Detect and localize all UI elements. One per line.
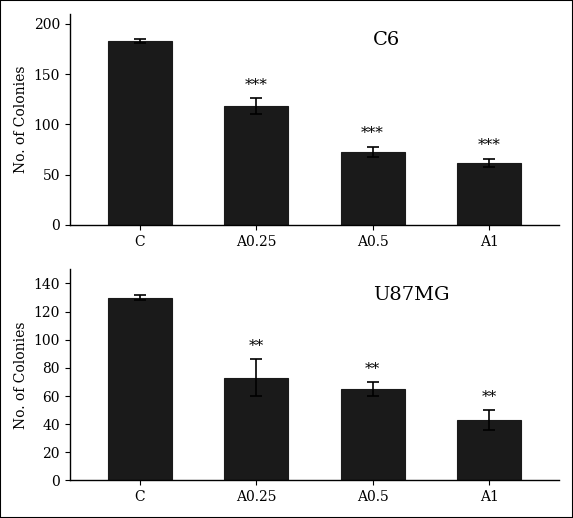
Bar (108, 297, 172, 480)
Bar (224, 106, 288, 225)
Text: **: ** (481, 390, 497, 404)
Text: ***: *** (361, 126, 384, 140)
Bar (457, 163, 521, 225)
Text: **: ** (365, 362, 380, 376)
Bar (340, 152, 405, 225)
Text: U87MG: U87MG (373, 286, 450, 304)
Bar (108, 41, 172, 225)
Y-axis label: No. of Colonies: No. of Colonies (14, 66, 28, 173)
Text: ***: *** (478, 138, 501, 152)
Text: ***: *** (245, 78, 268, 92)
Bar (457, 420, 521, 480)
Text: C6: C6 (373, 31, 401, 49)
Bar (340, 389, 405, 480)
Text: **: ** (249, 339, 264, 353)
Bar (224, 378, 288, 480)
Y-axis label: No. of Colonies: No. of Colonies (14, 321, 28, 429)
